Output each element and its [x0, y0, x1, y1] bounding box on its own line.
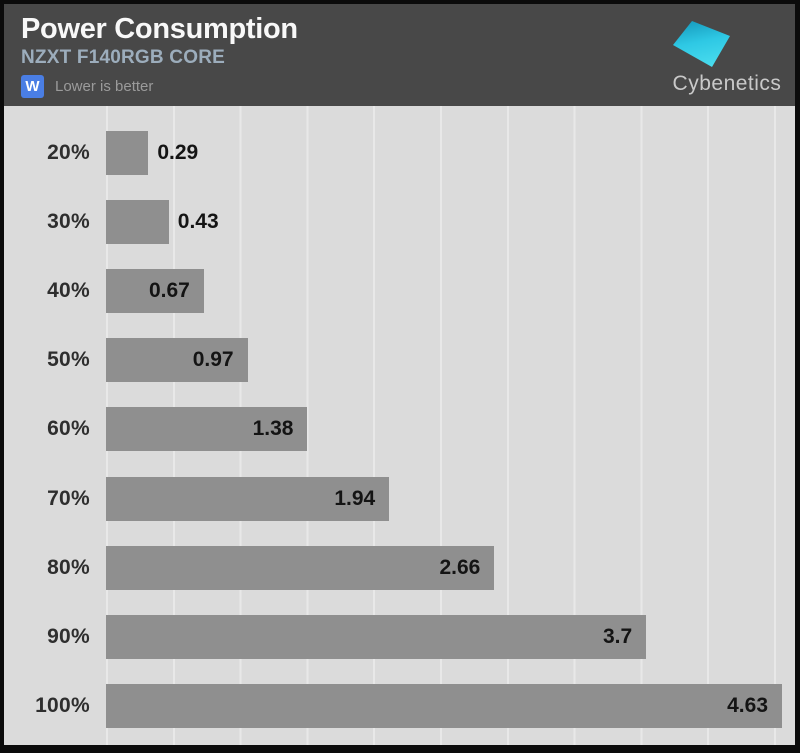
bar: 1.94: [106, 476, 390, 521]
chart-row: 30% 0.43: [4, 187, 795, 256]
note-row: W Lower is better: [21, 75, 795, 99]
cybenetics-logo-icon: [673, 21, 730, 67]
bar-track: 2.66: [106, 545, 782, 590]
category-label: 100%: [35, 694, 90, 718]
category-label: 20%: [47, 140, 90, 164]
category-label: 50%: [47, 348, 90, 372]
value-label: 0.67: [148, 278, 190, 302]
bar-track: 0.43: [106, 199, 782, 244]
value-label: 0.43: [177, 209, 219, 233]
unit-watt-badge: W: [21, 75, 44, 99]
bar-chart: 20% 0.29 30% 0.43 40% 0.67 50% 0.97 60% 1.38 70% 1.…: [4, 106, 795, 745]
bar-track: 0.97: [106, 338, 782, 383]
value-label: 2.66: [439, 555, 481, 579]
bar-track: 4.63: [106, 684, 782, 729]
category-label: 80%: [47, 555, 90, 579]
bar: 4.63: [106, 684, 782, 729]
chart-row: 50% 0.97: [4, 326, 795, 395]
bar-track: 0.29: [106, 130, 782, 175]
chart-subtitle: NZXT F140RGB CORE: [21, 47, 225, 69]
chart-row: 70% 1.94: [4, 464, 795, 533]
chart-row: 100% 4.63: [4, 672, 795, 741]
chart-row: 40% 0.67: [4, 256, 795, 325]
cybenetics-logo-text: Cybenetics: [672, 72, 782, 95]
category-label: 70%: [47, 486, 90, 510]
lower-is-better-label: Lower is better: [55, 78, 154, 96]
bar: 1.38: [106, 407, 308, 452]
cybenetics-logo: Cybenetics: [665, 14, 789, 96]
bar-track: 0.67: [106, 268, 782, 313]
chart-rows: 20% 0.29 30% 0.43 40% 0.67 50% 0.97 60% 1.38 70% 1.…: [4, 118, 795, 741]
category-label: 30%: [47, 209, 90, 233]
bar-track: 1.94: [106, 476, 782, 521]
value-label: 4.63: [727, 694, 768, 718]
value-label: 0.29: [157, 140, 199, 164]
chart-row: 80% 2.66: [4, 533, 795, 602]
value-label: 0.97: [192, 348, 234, 372]
chart-row: 20% 0.29: [4, 118, 795, 187]
bar: 0.29: [106, 130, 198, 175]
category-label: 40%: [47, 278, 90, 302]
bar: 0.67: [106, 268, 204, 313]
bar-track: 1.38: [106, 407, 782, 452]
bar-track: 3.7: [106, 614, 782, 659]
bar: 0.43: [106, 199, 219, 244]
value-label: 1.94: [334, 486, 376, 510]
bar: 3.7: [106, 614, 647, 659]
value-label: 1.38: [252, 417, 294, 441]
bar: 2.66: [106, 545, 495, 590]
chart-row: 60% 1.38: [4, 395, 795, 464]
category-label: 90%: [47, 624, 90, 648]
bar: 0.97: [106, 338, 248, 383]
value-label: 3.7: [603, 624, 633, 648]
page-title: Power Consumption: [21, 13, 298, 45]
chart-header: Power Consumption NZXT F140RGB CORE W Lo…: [4, 4, 795, 106]
category-label: 60%: [47, 417, 90, 441]
chart-row: 90% 3.7: [4, 602, 795, 671]
